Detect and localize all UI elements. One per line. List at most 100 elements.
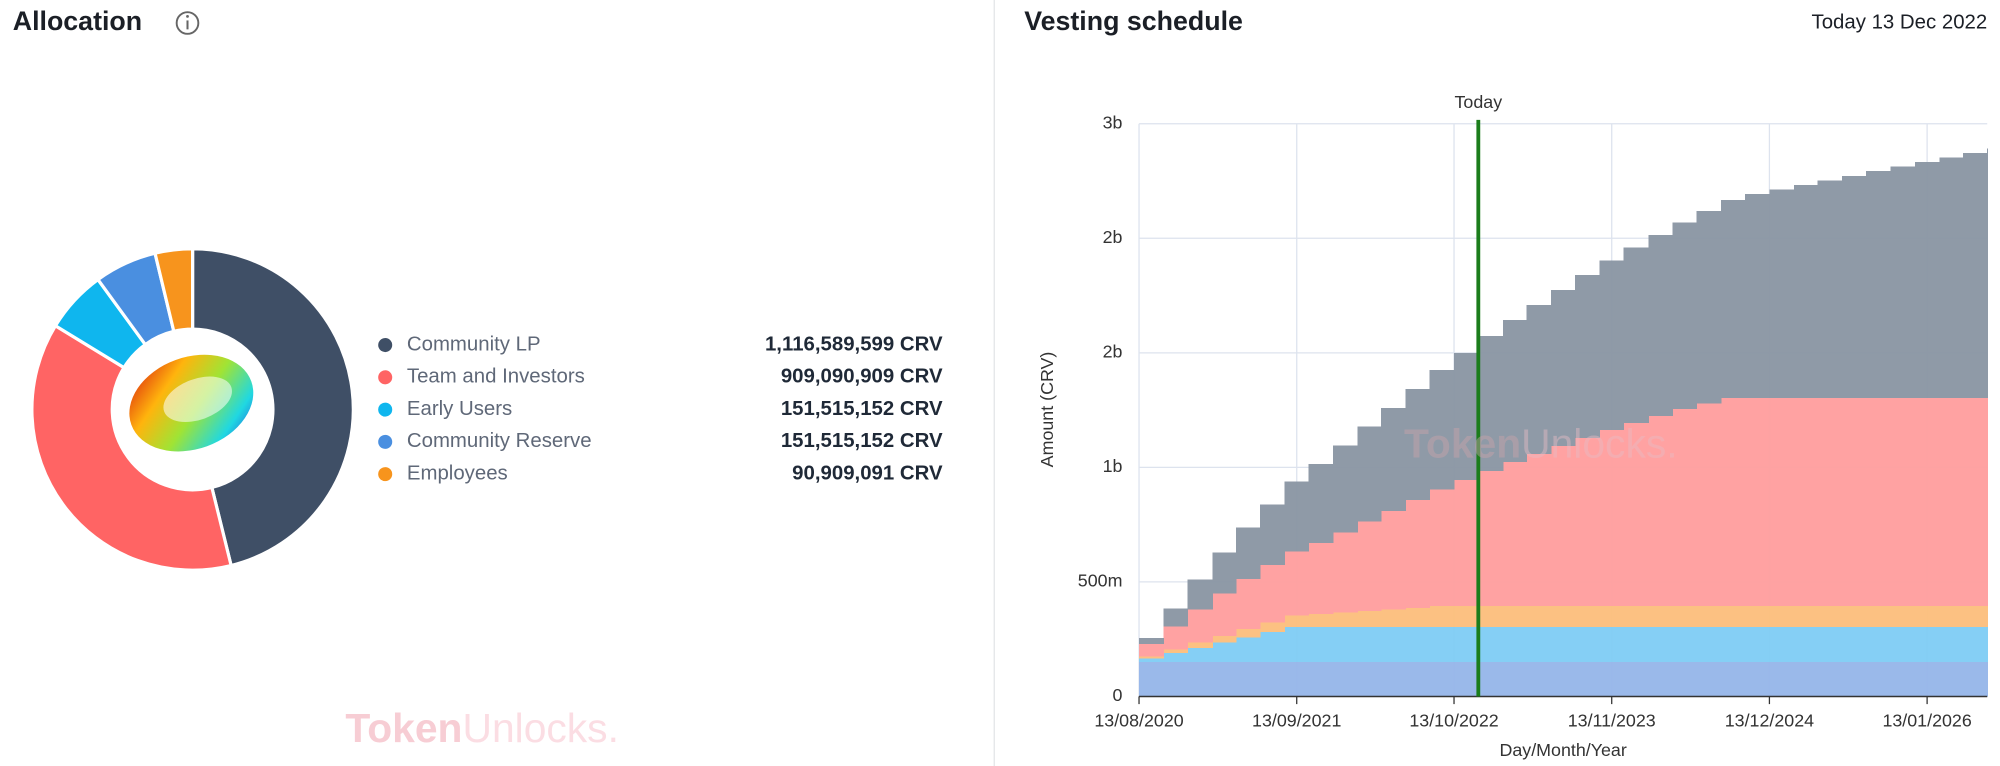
area-step (1794, 397, 1819, 607)
area-step (1939, 606, 1964, 628)
area-step (1405, 607, 1431, 628)
area-step (1672, 222, 1698, 410)
area-step (1575, 275, 1600, 438)
area-step (1163, 608, 1189, 627)
area-step (1939, 157, 1964, 398)
area-step (1503, 319, 1528, 462)
area-step (1962, 152, 1988, 398)
area-step (1550, 661, 1576, 697)
area-step (1308, 661, 1334, 697)
area-step (1745, 661, 1770, 697)
area-step (1139, 643, 1164, 657)
area-step (1817, 606, 1843, 628)
area-step (1696, 403, 1722, 607)
y-tick-label: 3b (1103, 112, 1123, 132)
area-step (1890, 166, 1916, 398)
legend-label: Community Reserve (407, 430, 592, 452)
area-step (1332, 627, 1359, 662)
area-step (1987, 661, 1988, 697)
area-step (1575, 627, 1600, 662)
area-step (1841, 606, 1867, 628)
area-step (1672, 627, 1698, 662)
watermark-part: Token (1404, 420, 1521, 466)
area-step (1284, 481, 1310, 552)
area-step (1648, 416, 1673, 607)
area-step (1478, 471, 1504, 607)
area-step (1817, 661, 1843, 697)
y-tick-label: 0 (1113, 685, 1123, 705)
area-step (1696, 606, 1722, 628)
area-step (1187, 647, 1213, 662)
area-step (1332, 661, 1359, 697)
area-step (1720, 199, 1746, 398)
area-step (1817, 180, 1843, 398)
area-step (1526, 661, 1552, 697)
curve-logo (129, 354, 254, 452)
area-step (1599, 606, 1625, 628)
area-step (1235, 629, 1261, 638)
area-step (1623, 606, 1649, 628)
pie-slice (191, 247, 355, 568)
area-step (1260, 565, 1285, 623)
area-step (1503, 606, 1528, 628)
area-step (1648, 627, 1673, 662)
area-step (1939, 397, 1964, 607)
area-step (1381, 510, 1406, 610)
area-step (1866, 661, 1891, 697)
area-step (1720, 606, 1746, 628)
area-step (1454, 353, 1479, 481)
watermark: TokenUnlocks. (1404, 420, 1678, 466)
area-step (1769, 397, 1795, 607)
area-step (1914, 397, 1940, 607)
legend-dot (378, 467, 393, 482)
area-step (1672, 606, 1698, 628)
y-tick-label: 1b (1103, 456, 1123, 476)
area-step (1163, 661, 1189, 697)
y-tick-label: 2b (1103, 227, 1123, 247)
area-step (1260, 632, 1285, 662)
area-step (1381, 661, 1406, 697)
area-step (1550, 606, 1576, 628)
area-step (1696, 661, 1722, 697)
legend-dot (378, 338, 393, 353)
area-step (1769, 627, 1795, 662)
area-step (1817, 397, 1843, 607)
legend-value: 151,515,152 CRV (781, 430, 943, 452)
area-step (1745, 606, 1770, 628)
area-step (1794, 627, 1819, 662)
x-tick-label: 13/09/2021 (1252, 711, 1341, 731)
area-step (1841, 627, 1867, 662)
area-step (1139, 658, 1164, 662)
legend-value: 151,515,152 CRV (781, 398, 943, 420)
area-step (1866, 171, 1891, 398)
area-step (1284, 551, 1310, 616)
area-step (1478, 627, 1504, 662)
area-step (1381, 627, 1406, 662)
info-icon[interactable] (175, 11, 200, 35)
area-step (1987, 627, 1988, 662)
area-step (1405, 500, 1431, 608)
area-step (1212, 636, 1237, 643)
area-step (1139, 656, 1164, 659)
area-step (1357, 611, 1382, 628)
x-tick-label: 13/11/2023 (1568, 711, 1656, 731)
area-step (1841, 661, 1867, 697)
area-step (1866, 397, 1891, 607)
area-step (1478, 661, 1504, 697)
area-step (1696, 211, 1722, 404)
area-step (1962, 397, 1988, 607)
area-step (1429, 627, 1455, 662)
area-step (1890, 397, 1916, 607)
area-step (1187, 609, 1213, 643)
area-step (1745, 627, 1770, 662)
area-step (1308, 464, 1334, 544)
area-step (1987, 148, 1988, 398)
pie-slice (30, 323, 234, 572)
area-step (1212, 661, 1237, 697)
area-step (1526, 304, 1552, 454)
watermark: TokenUnlocks. (345, 705, 619, 751)
legend-label: Employees (407, 463, 508, 485)
area-step (1526, 606, 1552, 628)
allocation-title: Allocation (13, 6, 142, 36)
